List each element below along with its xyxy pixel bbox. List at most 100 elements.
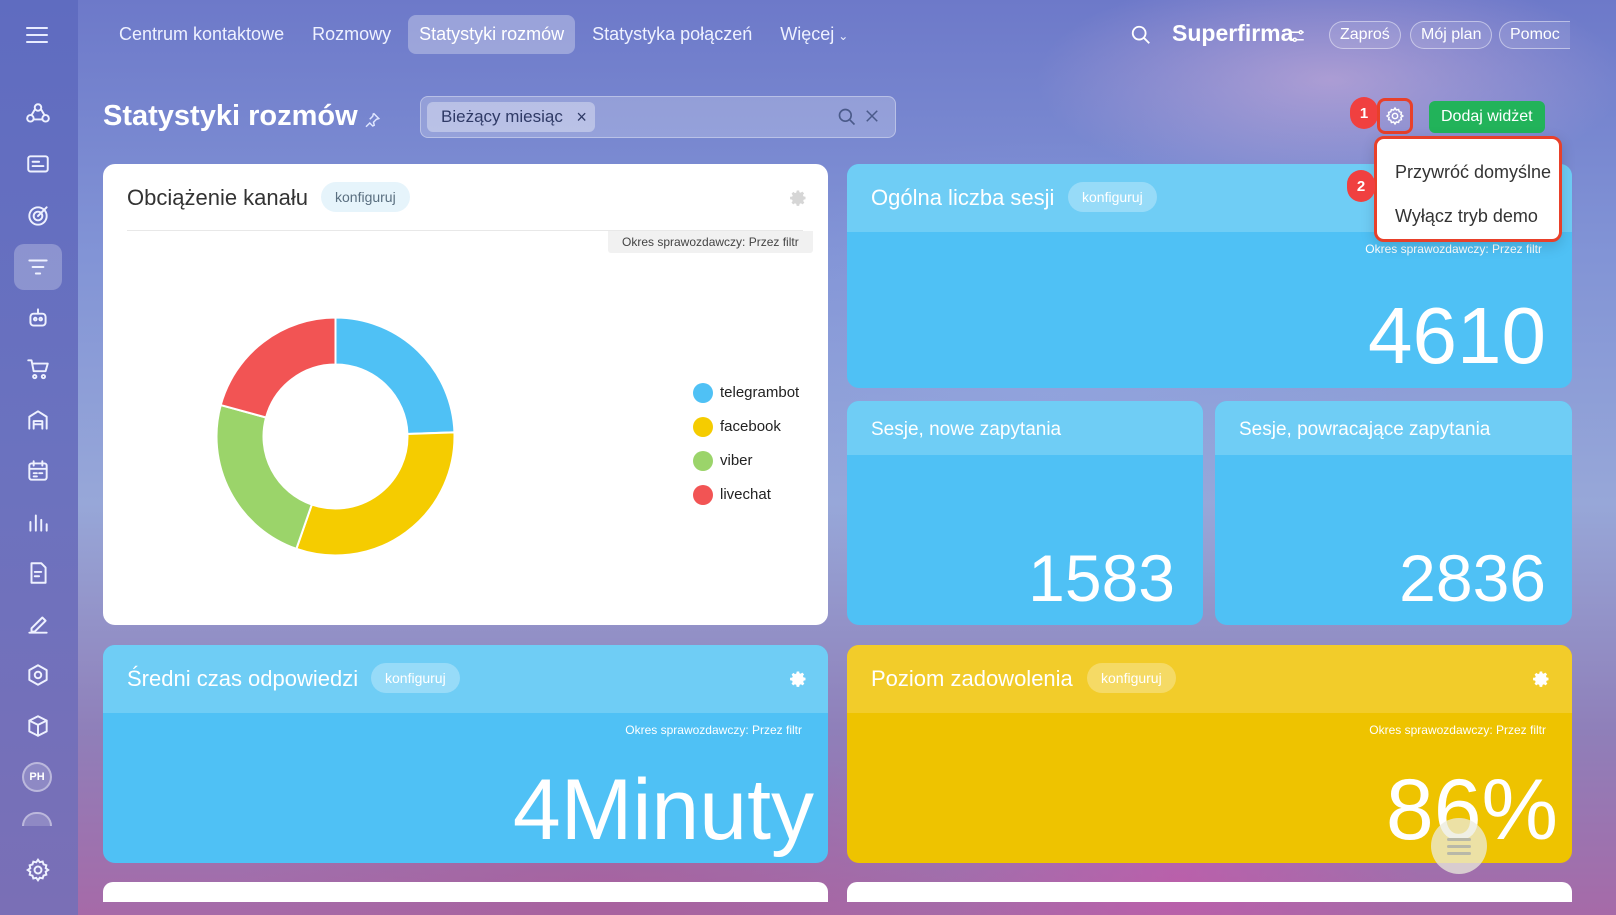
restore-defaults-item[interactable]: Przywróć domyślne [1395, 162, 1552, 182]
crm-icon[interactable] [14, 91, 62, 137]
legend-label: livechat [720, 486, 771, 503]
period-label: Okres sprawozdawczy: Przez filtr [1369, 723, 1546, 737]
settings-dropdown: Przywróć domyślne Wyłącz tryb demo [1374, 136, 1562, 242]
tab-contact-center[interactable]: Centrum kontaktowe [119, 24, 285, 44]
search-icon[interactable] [1130, 24, 1152, 46]
settings-gear-icon[interactable] [14, 847, 62, 893]
legend-item-facebook[interactable]: facebook1,480 [693, 416, 828, 438]
clear-icon[interactable] [863, 107, 881, 125]
donut-chart [215, 316, 456, 557]
company-name[interactable]: Superfirma [1172, 20, 1294, 46]
tab-more-label: Więcej [780, 24, 835, 44]
avatar[interactable]: PH [22, 762, 52, 792]
my-plan-button[interactable]: Mój plan [1410, 21, 1493, 49]
widget-new-sessions: Sesje, nowe zapytania 1583 [847, 401, 1203, 625]
top-navigation: Centrum kontaktowe Rozmowy Statystyki ro… [108, 15, 859, 54]
warehouse-icon[interactable] [14, 397, 62, 443]
widget-title: Poziom zadowolenia [871, 666, 1073, 691]
widget-next-top [103, 882, 828, 902]
widget-avg-response: Średni czas odpowiedzi konfiguruj Okres … [103, 645, 828, 863]
step-badge-2: 2 [1347, 170, 1375, 202]
filter-funnel-icon[interactable] [14, 244, 62, 290]
donut-slice-telegrambot[interactable] [334, 316, 456, 436]
donut-slice-livechat[interactable] [219, 316, 337, 419]
disable-demo-item[interactable]: Wyłącz tryb demo [1395, 206, 1538, 226]
sliders-icon[interactable] [1288, 27, 1306, 45]
avg-response-value: 4Minuty [512, 762, 814, 858]
quick-menu-button[interactable] [1431, 818, 1487, 874]
top-bar: Centrum kontaktowe Rozmowy Statystyki ro… [78, 0, 1616, 70]
signature-icon[interactable] [14, 601, 62, 647]
donut-slice-viber[interactable] [215, 403, 314, 551]
chevron-down-icon: ⌄ [838, 29, 849, 43]
invite-button[interactable]: Zaproś [1329, 21, 1401, 49]
list-icon [1447, 838, 1471, 855]
widget-next-top [847, 882, 1572, 902]
automation-icon[interactable] [14, 652, 62, 698]
widget-header [847, 401, 1203, 455]
period-label: Okres sprawozdawczy: Przez filtr [625, 723, 802, 737]
tab-conversation-stats[interactable]: Statystyki rozmów [408, 15, 576, 54]
step-badge-1: 1 [1350, 97, 1378, 129]
widget-title: Średni czas odpowiedzi [127, 666, 359, 691]
widget-gear-icon[interactable] [788, 188, 808, 208]
widget-channel-load: Obciążenie kanału konfiguruj Okres spraw… [103, 164, 828, 625]
legend-dot [693, 485, 713, 505]
pin-icon[interactable] [363, 111, 381, 129]
widget-title: Ogólna liczba sesji [871, 185, 1055, 210]
cart-icon[interactable] [14, 346, 62, 392]
filter-search-icon[interactable] [837, 107, 857, 127]
left-sidebar: PH [0, 0, 78, 915]
legend-dot [693, 383, 713, 403]
add-widget-button[interactable]: Dodaj widżet [1429, 101, 1545, 133]
total-sessions-value: 4610 [1368, 291, 1546, 380]
help-button[interactable]: Pomoc [1499, 21, 1570, 49]
chip-remove-icon[interactable]: × [576, 107, 587, 127]
filter-bar[interactable]: Bieżący miesiąc × [420, 96, 896, 138]
menu-icon[interactable] [26, 27, 48, 43]
widget-header [1215, 401, 1572, 455]
legend-dot [693, 417, 713, 437]
tab-more[interactable]: Więcej ⌄ [769, 15, 859, 54]
widget-header [103, 645, 828, 713]
tasks-target-icon[interactable] [14, 193, 62, 239]
configure-button[interactable]: konfiguruj [371, 663, 460, 693]
widget-title: Sesje, nowe zapytania [871, 419, 1062, 440]
tab-call-stats[interactable]: Statystyka połączeń [592, 24, 753, 44]
legend-item-telegrambot[interactable]: telegrambot1,171 [693, 382, 828, 404]
documents-icon[interactable] [14, 550, 62, 596]
configure-button[interactable]: konfiguruj [1068, 182, 1157, 212]
legend-label: telegrambot [720, 384, 800, 401]
tab-conversations[interactable]: Rozmowy [312, 24, 392, 44]
page-title: Statystyki rozmów [103, 100, 358, 132]
widget-header [847, 645, 1572, 713]
settings-button[interactable] [1377, 98, 1413, 134]
avatar-secondary[interactable] [22, 812, 52, 826]
analytics-icon[interactable] [14, 499, 62, 545]
new-sessions-value: 1583 [1028, 541, 1175, 615]
calendar-icon[interactable] [14, 448, 62, 494]
period-label: Okres sprawozdawczy: Przez filtr [1365, 242, 1542, 256]
configure-button[interactable]: konfiguruj [321, 182, 410, 212]
filter-chip[interactable]: Bieżący miesiąc × [427, 102, 595, 132]
returning-sessions-value: 2836 [1399, 541, 1546, 615]
legend-item-livechat[interactable]: livechat994 [693, 484, 828, 506]
filter-chip-label: Bieżący miesiąc [441, 107, 563, 126]
legend-item-viber[interactable]: viber1,146 [693, 450, 828, 472]
widget-returning-sessions: Sesje, powracające zapytania 2836 [1215, 401, 1572, 625]
widget-title: Obciążenie kanału [127, 185, 309, 210]
legend-label: facebook [720, 418, 781, 435]
contact-center-icon[interactable] [14, 142, 62, 188]
legend-dot [693, 451, 713, 471]
gear-icon [1385, 106, 1405, 126]
period-label: Okres sprawozdawczy: Przez filtr [608, 231, 813, 253]
configure-button[interactable]: konfiguruj [1087, 663, 1176, 693]
widget-title: Sesje, powracające zapytania [1239, 419, 1491, 440]
box-icon[interactable] [14, 703, 62, 749]
donut-slice-facebook[interactable] [295, 431, 456, 557]
legend-label: viber [720, 452, 753, 469]
widget-gear-icon[interactable] [1531, 669, 1551, 689]
divider [127, 230, 803, 231]
widget-gear-icon[interactable] [788, 669, 808, 689]
robot-icon[interactable] [14, 295, 62, 341]
